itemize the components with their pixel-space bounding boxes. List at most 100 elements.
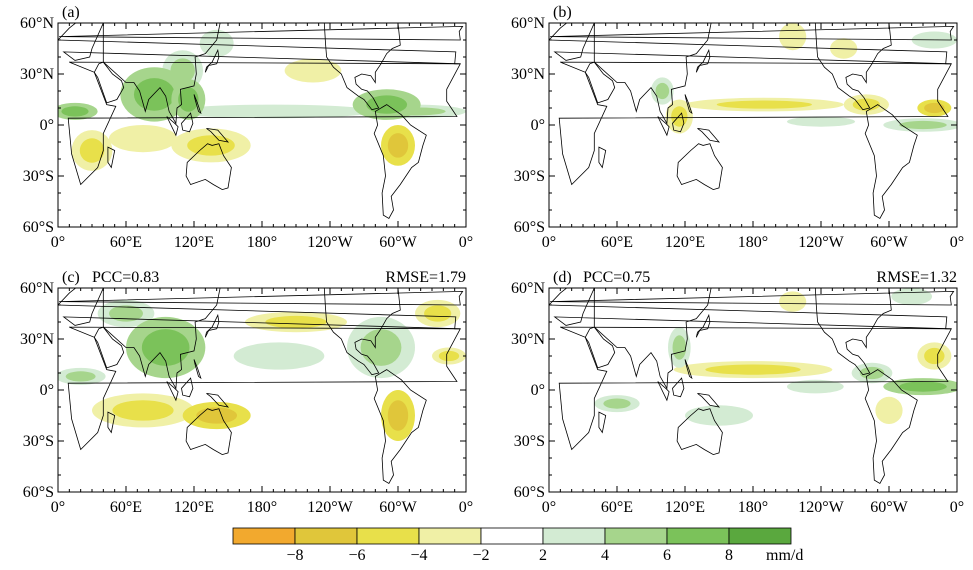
anomaly-core: [655, 82, 670, 100]
anomaly-layer: [549, 288, 957, 492]
anomaly-core: [705, 364, 801, 375]
anomaly-core: [178, 87, 199, 112]
coastline: [593, 23, 712, 125]
coastline: [59, 290, 464, 306]
anomaly-core: [603, 398, 631, 409]
coastline: [373, 104, 427, 220]
anomaly-core: [387, 133, 409, 158]
anomaly-core: [800, 118, 842, 125]
coastline: [67, 326, 461, 451]
coastline: [93, 61, 125, 104]
coastlines: [549, 288, 955, 485]
coastline: [598, 411, 607, 434]
panel-label: (c): [62, 269, 80, 286]
lon-tick-label: 60°E: [601, 234, 633, 251]
anomaly-core: [296, 63, 330, 78]
lon-tick-label: 120°W: [798, 234, 844, 251]
coastline: [676, 408, 723, 456]
anomaly-core: [133, 78, 175, 111]
lon-tick-label: 120°W: [798, 499, 844, 516]
coastline: [204, 313, 220, 338]
lon-tick-label: 180°: [247, 234, 277, 251]
coastline: [584, 61, 616, 104]
pcc-text: PCC=0.83: [92, 269, 159, 286]
lon-tick-label: 60°E: [601, 499, 633, 516]
coastline: [403, 23, 434, 24]
lat-tick-label: 30°S: [23, 433, 54, 450]
lat-tick-label: 60°N: [20, 15, 54, 32]
coastline: [864, 104, 918, 220]
lat-tick-label: 60°N: [511, 15, 545, 32]
colorbar-tick-label: 8: [725, 547, 733, 564]
colorbar-swatch: [728, 527, 792, 545]
lat-tick-label: 0°: [40, 382, 54, 399]
anomaly-core: [716, 100, 812, 109]
colorbar-tick-label: −6: [348, 547, 365, 564]
coastline: [107, 146, 116, 169]
colorbar-swatch: [666, 527, 730, 545]
lat-tick-label: 30°N: [20, 331, 54, 348]
coastline: [814, 288, 892, 376]
anomaly-core: [387, 400, 409, 431]
coastline: [695, 313, 711, 338]
coastline: [59, 25, 464, 41]
lon-tick-label: 180°: [738, 499, 768, 516]
anomaly-core: [784, 295, 801, 308]
lat-tick-label: 30°N: [20, 66, 54, 83]
colorbar-swatch: [356, 527, 420, 545]
coastline: [166, 381, 179, 402]
rmse-text: RMSE=1.79: [385, 269, 466, 286]
lat-tick-label: 30°S: [23, 168, 54, 185]
coastline: [67, 61, 461, 186]
coastline: [193, 359, 202, 380]
lon-tick-label: 0°: [459, 499, 473, 516]
lon-tick-label: 120°E: [174, 499, 214, 516]
panel-a: 60°N30°N0°30°S60°S0° 60°E 120°E 180° 120°W 60…: [20, 4, 473, 251]
lat-tick-label: 60°S: [23, 219, 54, 236]
coastline: [657, 381, 670, 402]
coastline: [598, 146, 607, 169]
coastline: [684, 359, 693, 380]
coastline: [657, 116, 670, 137]
anomaly-layer: [58, 288, 466, 492]
anomaly-layer: [58, 23, 466, 227]
anomaly-core: [672, 335, 687, 360]
anomaly-core: [206, 35, 227, 52]
ticks: [548, 22, 958, 228]
anomaly-core: [109, 305, 143, 322]
anomaly-core: [924, 347, 945, 365]
panel-b: 60°N30°N0°30°S60°S0° 60°E 120°E 180° 120°W 60…: [511, 4, 964, 251]
lon-tick-label: 0°: [950, 499, 964, 516]
anomaly-core: [424, 305, 452, 322]
coastline: [697, 128, 721, 143]
pcc-text: PCC=0.75: [583, 269, 650, 286]
lon-tick-label: 120°W: [307, 499, 353, 516]
coastline: [206, 393, 230, 408]
lat-tick-label: 0°: [531, 382, 545, 399]
colorbar-swatch: [294, 527, 358, 545]
anomaly-core: [112, 400, 174, 421]
coastline: [558, 61, 952, 186]
lat-tick-label: 30°S: [514, 433, 545, 450]
coastline: [102, 23, 221, 125]
colorbar-swatch: [232, 527, 296, 545]
coastline: [185, 143, 232, 191]
colorbar-tick-label: −4: [410, 547, 427, 564]
anomaly-core: [899, 291, 924, 302]
anomaly-core: [784, 28, 801, 45]
coastline: [323, 23, 401, 111]
coastline: [102, 288, 221, 390]
coastline: [323, 288, 401, 376]
anomaly-core: [251, 347, 307, 365]
lat-tick-label: 60°S: [514, 219, 545, 236]
coastline: [107, 411, 116, 434]
lon-tick-label: 120°E: [665, 234, 705, 251]
anomaly-core: [438, 350, 460, 362]
coastline: [672, 112, 685, 133]
colorbar-unit: mm/d: [766, 547, 803, 564]
colorbar-tick-label: −8: [286, 547, 303, 564]
colorbar-swatch: [418, 527, 482, 545]
colorbar-tick-label: 6: [663, 547, 671, 564]
coastline: [558, 326, 952, 451]
anomaly-core: [880, 402, 898, 419]
